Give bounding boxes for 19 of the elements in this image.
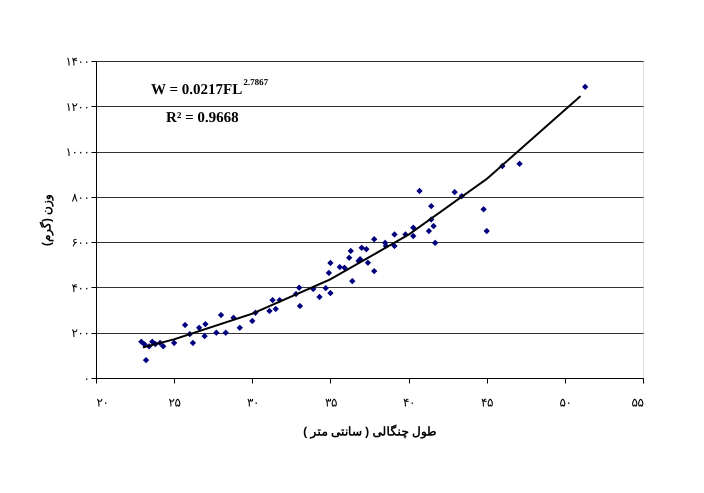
x-tick-label: ۳۰ <box>246 396 259 410</box>
annotation: R² = 0.9668 <box>166 110 239 126</box>
x-tick-label: ۵۵ <box>632 396 644 410</box>
y-axis-title: وزن (گرم) <box>38 194 54 246</box>
x-axis-title: طول چنگالی ( سانتی متر ) <box>303 424 437 440</box>
y-tick-label: ۸۰۰ <box>72 190 90 204</box>
y-tick-label: ۴۰۰ <box>72 280 90 295</box>
x-tick-label: ۲۰ <box>96 396 108 410</box>
x-tick-label: ۲۵ <box>168 396 181 410</box>
x-tick-label: ۳۵ <box>324 396 337 410</box>
y-tick-label: ۱۰۰۰ <box>66 145 90 160</box>
y-tick-label: ۱۴۰۰ <box>66 54 90 68</box>
y-tick-label: ۶۰۰ <box>72 236 90 250</box>
x-tick-label: ۴۰ <box>403 396 416 410</box>
y-tick-label: ۱۲۰۰ <box>66 100 90 114</box>
x-tick-label: ۴۵ <box>481 396 494 410</box>
y-tick-label: ۲۰۰ <box>72 326 90 340</box>
y-tick-label: ۰ <box>84 372 90 386</box>
x-tick-label: ۵۰ <box>559 396 572 410</box>
